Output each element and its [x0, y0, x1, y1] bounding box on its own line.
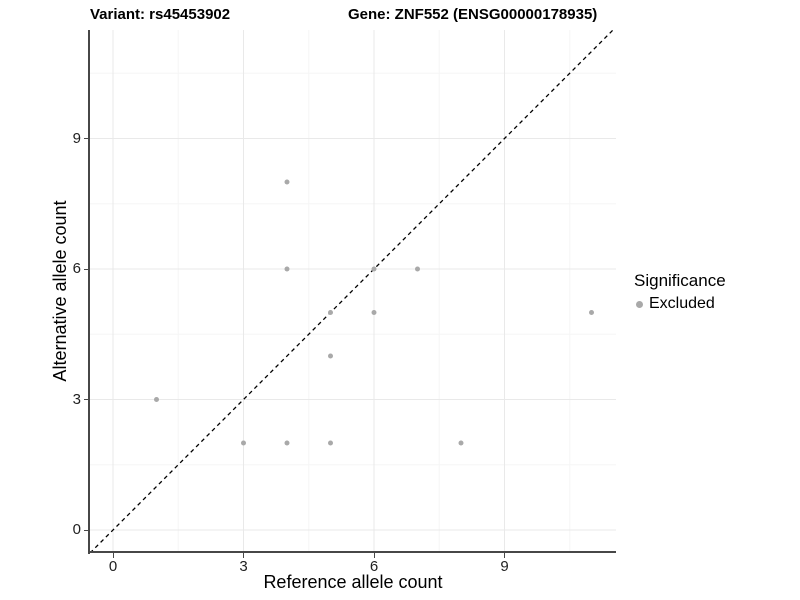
y-axis-title: Alternative allele count: [50, 200, 70, 382]
data-point: [589, 310, 594, 315]
data-point: [328, 310, 333, 315]
data-point: [415, 266, 420, 272]
x-axis-tick: [373, 553, 375, 558]
y-tick-label: 3: [72, 390, 81, 408]
x-axis-tick: [112, 553, 114, 558]
x-tick-label: 0: [108, 558, 118, 575]
legend: Significance Excluded: [632, 271, 800, 314]
y-axis-line: [88, 30, 90, 554]
x-axis-title: Reference allele count: [263, 572, 443, 592]
legend-key-dot-icon: [636, 300, 643, 308]
plot-svg: [90, 30, 616, 552]
x-axis-tick: [504, 553, 505, 558]
data-point: [241, 440, 246, 446]
x-tick-label: 3: [239, 558, 248, 575]
y-tick-label: 0: [72, 521, 81, 538]
legend-item-label: Excluded: [649, 295, 715, 312]
y-tick-label: 9: [72, 129, 81, 147]
legend-item: Excluded: [636, 294, 800, 314]
x-axis-line: [88, 551, 616, 553]
data-point: [371, 266, 377, 272]
y-tick-label: 6: [72, 260, 81, 277]
y-axis-tick: [84, 268, 89, 270]
y-axis-tick: [84, 529, 89, 531]
chart-panel: [90, 30, 616, 552]
data-point: [328, 353, 333, 359]
data-point: [328, 440, 333, 446]
x-tick-label: 6: [369, 558, 379, 575]
data-point: [284, 440, 290, 446]
identity-line: [90, 30, 614, 552]
variant-title: Variant: rs45453902: [90, 6, 231, 23]
x-axis-tick: [243, 553, 244, 558]
data-point: [154, 397, 159, 402]
data-point: [284, 266, 290, 272]
legend-items: Excluded: [632, 294, 800, 314]
gene-title: Gene: ZNF552 (ENSG00000178935): [348, 6, 598, 23]
x-tick-label: 9: [500, 558, 509, 575]
data-point: [458, 440, 464, 446]
y-axis-tick: [84, 138, 89, 139]
data-point: [284, 179, 290, 185]
y-axis-tick: [84, 399, 89, 400]
legend-title: Significance: [634, 271, 726, 290]
data-point: [371, 310, 377, 315]
